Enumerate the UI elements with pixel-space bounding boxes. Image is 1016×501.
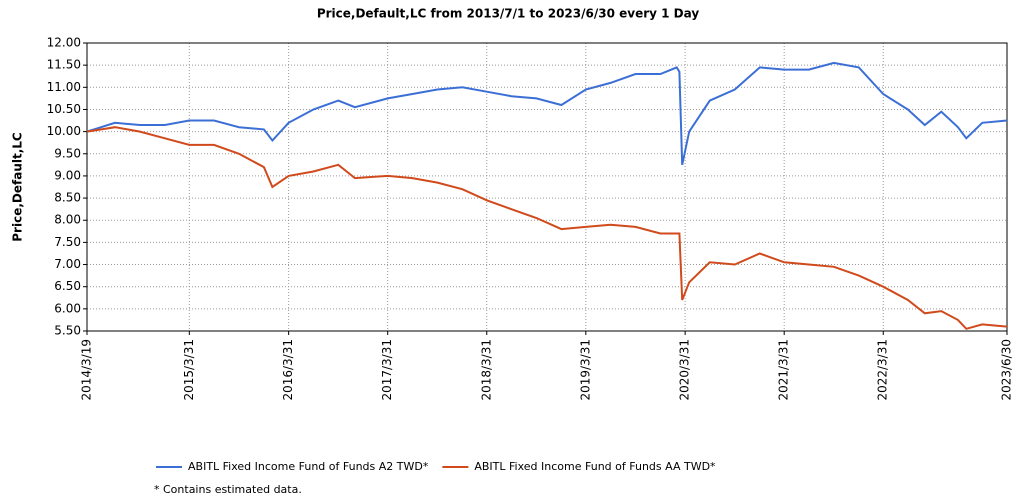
y-tick-label: 11.50 [47, 58, 81, 72]
y-tick-label: 10.00 [47, 124, 81, 138]
x-tick-label: 2020/3/31 [678, 339, 692, 401]
legend-label: ABITL Fixed Income Fund of Funds AA TWD* [474, 460, 716, 473]
x-tick-label: 2018/3/31 [479, 339, 493, 401]
y-axis-label: Price,Default,LC [11, 132, 25, 242]
y-tick-label: 6.00 [54, 301, 81, 315]
footnote: * Contains estimated data. [154, 483, 302, 496]
series-line [86, 61, 1008, 166]
x-tick-label: 2015/3/31 [182, 339, 196, 401]
y-tick-label: 8.50 [54, 191, 81, 205]
y-tick-label: 9.50 [54, 146, 81, 160]
y-tick-label: 11.00 [47, 80, 81, 94]
x-tick-label: 2022/3/31 [876, 339, 890, 401]
y-tick-label: 6.50 [54, 279, 81, 293]
x-tick-label: 2023/6/30 [1000, 339, 1014, 401]
legend-label: ABITL Fixed Income Fund of Funds A2 TWD* [188, 460, 429, 473]
x-tick-label: 2019/3/31 [578, 339, 592, 401]
y-tick-label: 12.00 [47, 36, 81, 50]
y-tick-label: 8.00 [54, 213, 81, 227]
series-line [86, 126, 1008, 330]
chart-title: Price,Default,LC from 2013/7/1 to 2023/6… [317, 7, 700, 21]
x-tick-label: 2021/3/31 [777, 339, 791, 401]
x-tick-label: 2016/3/31 [281, 339, 295, 401]
y-tick-label: 5.50 [54, 324, 81, 338]
y-tick-label: 10.50 [47, 102, 81, 116]
x-tick-label: 2014/3/19 [80, 339, 94, 401]
plot-frame [86, 42, 1008, 332]
y-tick-label: 7.00 [54, 257, 81, 271]
x-tick-label: 2017/3/31 [380, 339, 394, 401]
y-tick-label: 7.50 [54, 235, 81, 249]
y-tick-label: 9.00 [54, 168, 81, 182]
